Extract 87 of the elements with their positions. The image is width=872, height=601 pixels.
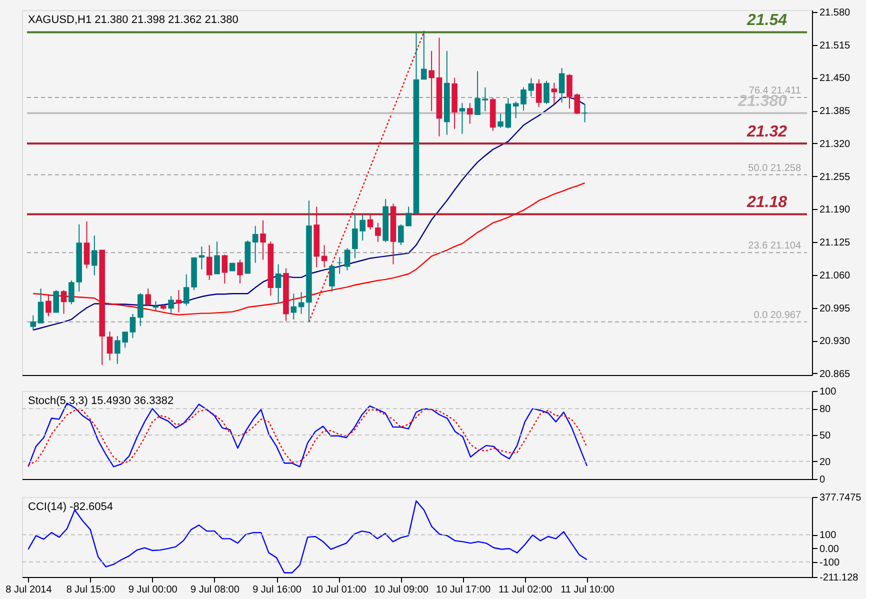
- y-tick-label: 21.580: [820, 8, 851, 19]
- x-tick-label: 8 Jul 2014: [6, 584, 52, 596]
- candlestick: [222, 254, 228, 284]
- chart-title: CCI(14) -82.6054: [28, 501, 113, 513]
- y-tick-label: 377.7475: [820, 492, 862, 504]
- candlestick: [46, 294, 52, 317]
- candlestick: [375, 222, 381, 243]
- y-tick-label: 21.450: [820, 73, 851, 84]
- y-tick-label: 21.515: [820, 40, 851, 52]
- line-series: [28, 500, 588, 574]
- candlestick: [344, 248, 350, 271]
- x-tick-label: 10 Jul 09:00: [374, 584, 429, 596]
- x-tick-label: 10 Jul 17:00: [436, 584, 491, 596]
- chart-title: XAGUSD,H1 21.380 21.398 21.362 21.380: [28, 14, 238, 26]
- y-tick-label: -100: [820, 557, 840, 568]
- y-tick-label: 20.930: [820, 336, 851, 348]
- y-tick-label: 21.125: [820, 238, 851, 249]
- y-tick-label: -211.128: [820, 572, 859, 584]
- ref-line-label: 23.6 21.104: [748, 240, 802, 252]
- candlestick: [237, 259, 243, 284]
- candlestick: [536, 78, 542, 108]
- candlestick: [520, 86, 526, 112]
- candlestick: [168, 296, 174, 314]
- candlestick: [138, 292, 144, 326]
- y-tick-label: 21.060: [820, 270, 851, 282]
- y-tick-label: 50: [820, 430, 832, 442]
- candlestick: [53, 290, 60, 313]
- y-tick-label: 20.865: [820, 368, 851, 380]
- ref-line-label: 21.54: [746, 12, 788, 30]
- y-tick-label: 0.00: [820, 544, 840, 555]
- candlestick: [130, 313, 136, 339]
- y-tick-label: 21.385: [820, 106, 851, 118]
- candlestick: [498, 113, 504, 128]
- chart-title: Stoch(5,3,3) 15.4930 36.3382: [28, 395, 174, 407]
- candlestick: [260, 220, 266, 260]
- candlestick: [214, 241, 220, 274]
- candlestick: [106, 331, 113, 361]
- y-tick-label: 20.995: [820, 303, 851, 314]
- candlestick: [512, 101, 519, 119]
- y-tick-label: 21.190: [820, 204, 851, 216]
- x-tick-label: 11 Jul 02:00: [498, 584, 553, 596]
- candlestick: [38, 288, 44, 324]
- x-tick-label: 9 Jul 08:00: [190, 584, 240, 596]
- y-tick-label: 21.255: [820, 172, 851, 183]
- candlestick: [420, 30, 427, 80]
- candlestick: [92, 234, 98, 276]
- ref-line-label: 21.18: [746, 194, 788, 212]
- candlestick: [60, 290, 67, 314]
- y-tick-label: 80: [820, 404, 832, 416]
- ref-line-label: 50.0 21.258: [748, 162, 802, 174]
- candlestick: [298, 292, 304, 314]
- y-tick-label: 100: [820, 530, 837, 542]
- ref-line-label: 0.0 20.967: [754, 310, 802, 321]
- candlestick: [544, 80, 550, 105]
- candlestick: [176, 290, 182, 313]
- ref-line-label: 76.4 21.411: [748, 85, 802, 96]
- candlestick: [551, 82, 558, 105]
- candlestick: [290, 293, 297, 320]
- y-tick-label: 0: [820, 474, 826, 486]
- candlestick: [30, 314, 36, 331]
- x-tick-label: 11 Jul 10:00: [560, 584, 615, 596]
- candlestick: [367, 214, 374, 230]
- candlestick: [329, 264, 335, 292]
- candlestick: [145, 288, 151, 306]
- x-tick-label: 10 Jul 01:00: [312, 584, 367, 596]
- candlestick: [505, 97, 512, 129]
- candlestick: [275, 264, 282, 304]
- candlestick: [482, 86, 488, 112]
- candlestick: [466, 102, 473, 124]
- candlestick: [428, 50, 434, 112]
- candlestick: [336, 256, 343, 274]
- candlestick: [84, 220, 90, 269]
- candlestick: [528, 78, 534, 97]
- candlestick: [459, 102, 466, 134]
- x-tick-label: 8 Jul 15:00: [66, 584, 116, 596]
- y-tick-label: 100: [820, 386, 837, 398]
- candlestick: [582, 104, 588, 123]
- ref-line-label: 21.32: [746, 123, 788, 140]
- x-tick-label: 9 Jul 00:00: [128, 584, 178, 596]
- candlestick: [474, 70, 480, 116]
- y-tick-label: 21.320: [820, 138, 851, 150]
- candlestick: [321, 244, 328, 268]
- y-tick-label: 20: [820, 456, 832, 468]
- candlestick: [558, 68, 565, 104]
- x-tick-label: 9 Jul 16:00: [252, 584, 302, 596]
- candlestick: [252, 225, 258, 264]
- candlestick: [206, 244, 212, 280]
